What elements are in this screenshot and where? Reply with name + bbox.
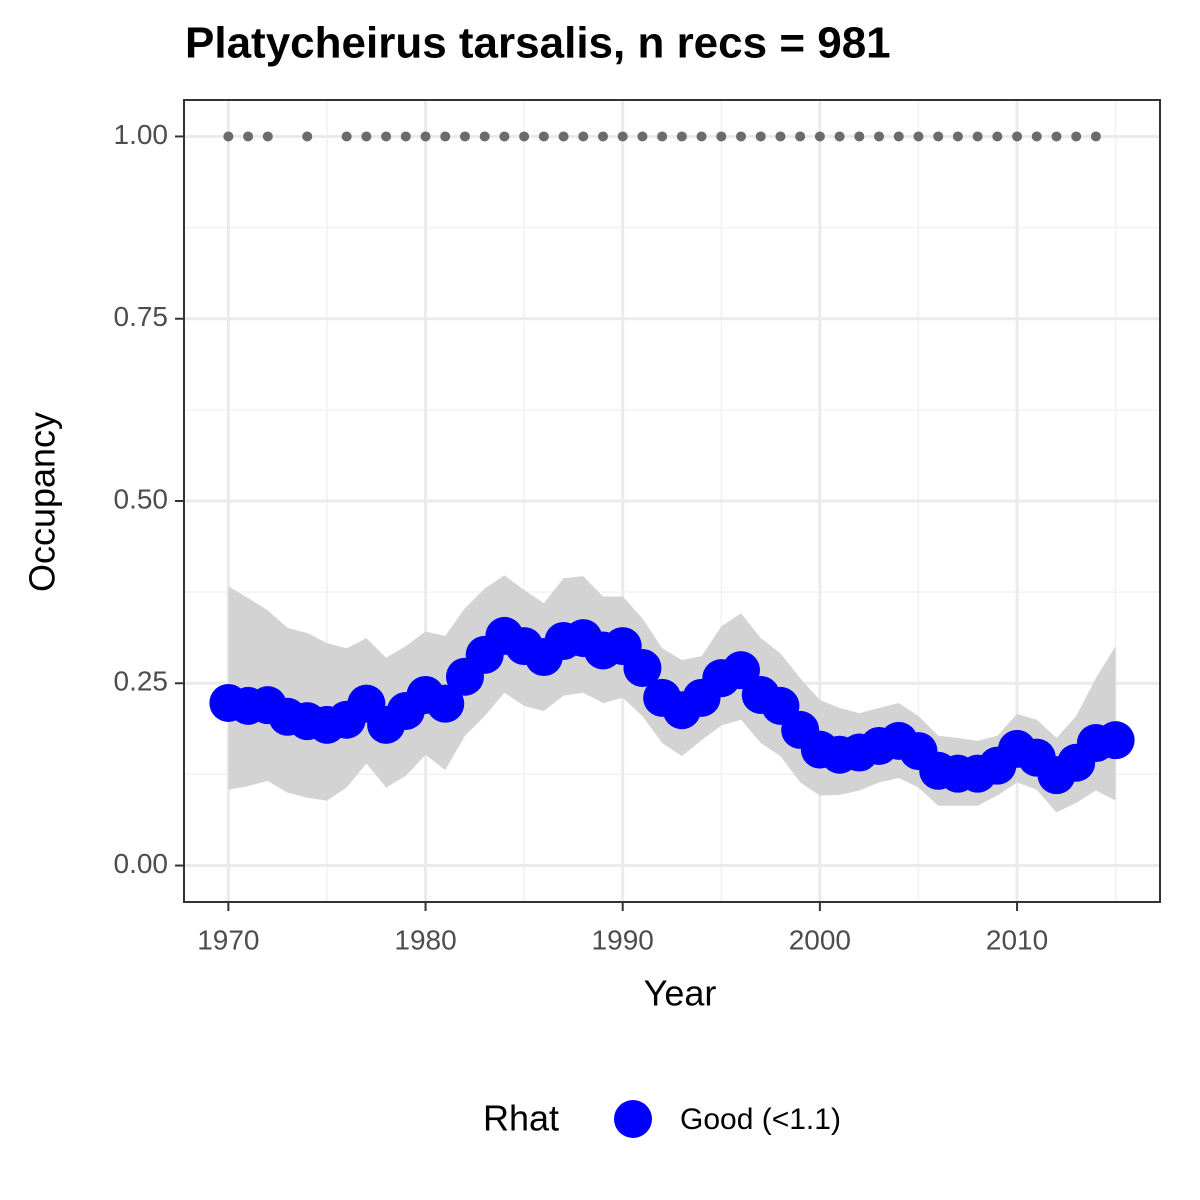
y-axis-title: Occupancy — [22, 412, 63, 592]
record-dot — [243, 131, 254, 142]
record-dot — [578, 131, 589, 142]
record-dot — [381, 131, 392, 142]
record-dot — [795, 131, 806, 142]
record-dot — [1090, 131, 1101, 142]
record-dot — [1051, 131, 1062, 142]
x-tick-label: 1970 — [197, 924, 259, 955]
record-dot — [302, 131, 313, 142]
y-tick-label: 0.00 — [114, 848, 169, 879]
point — [1096, 721, 1135, 760]
record-dot — [657, 131, 668, 142]
y-tick-label: 1.00 — [114, 119, 169, 150]
record-dot — [361, 131, 372, 142]
y-tick-label: 0.50 — [114, 483, 169, 514]
point — [623, 648, 662, 687]
record-dot — [223, 131, 234, 142]
record-dot — [972, 131, 983, 142]
point — [426, 684, 465, 723]
x-tick-label: 1990 — [592, 924, 654, 955]
record-dot — [874, 131, 885, 142]
record-dot — [775, 131, 786, 142]
record-dot — [558, 131, 569, 142]
record-dot — [913, 131, 924, 142]
record-dot — [341, 131, 352, 142]
chart-title: Platycheirus tarsalis, n recs = 981 — [185, 19, 891, 68]
legend-label: Good (<1.1) — [680, 1103, 841, 1136]
record-dot — [952, 131, 963, 142]
record-dot — [1031, 131, 1042, 142]
legend-swatch — [614, 1100, 652, 1138]
record-dot — [459, 131, 470, 142]
x-axis-title: Year — [644, 973, 717, 1014]
record-dot — [597, 131, 608, 142]
record-dot — [676, 131, 687, 142]
record-dot — [262, 131, 273, 142]
record-dot — [755, 131, 766, 142]
record-dot — [617, 131, 628, 142]
record-dot — [834, 131, 845, 142]
record-dot — [420, 131, 431, 142]
record-dot — [519, 131, 530, 142]
record-dot — [736, 131, 747, 142]
record-dot — [479, 131, 490, 142]
y-tick-label: 0.75 — [114, 301, 169, 332]
record-dot — [716, 131, 727, 142]
y-tick-label: 0.25 — [114, 666, 169, 697]
legend-title: Rhat — [483, 1098, 559, 1139]
record-dot — [400, 131, 411, 142]
record-dot — [1071, 131, 1082, 142]
record-dot — [1012, 131, 1023, 142]
panel-border — [183, 99, 1161, 903]
record-dot — [814, 131, 825, 142]
record-dot — [538, 131, 549, 142]
record-dot — [854, 131, 865, 142]
record-dot — [440, 131, 451, 142]
x-tick-label: 2000 — [789, 924, 851, 955]
x-tick-label: 1980 — [394, 924, 456, 955]
record-dot — [992, 131, 1003, 142]
record-dot — [637, 131, 648, 142]
x-tick-label: 2010 — [986, 924, 1048, 955]
record-dot — [696, 131, 707, 142]
record-dot — [499, 131, 510, 142]
record-dot — [893, 131, 904, 142]
record-dot — [933, 131, 944, 142]
